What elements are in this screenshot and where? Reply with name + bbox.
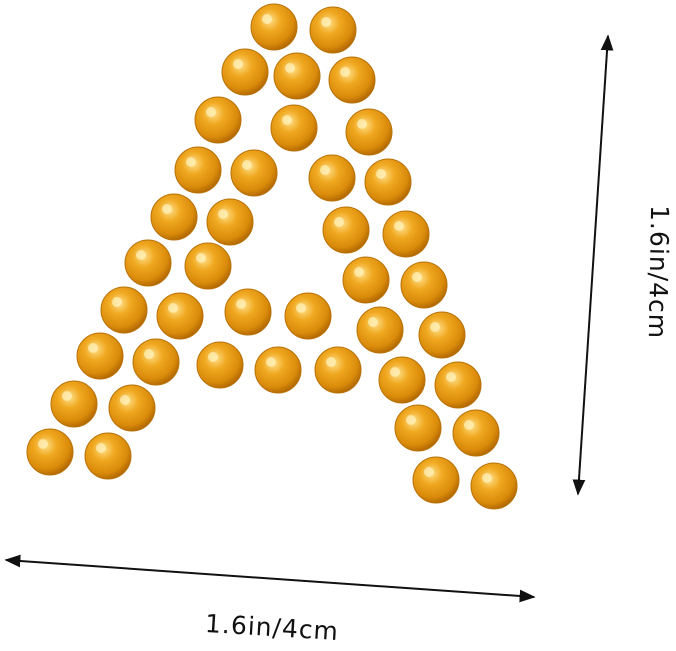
rhinestone xyxy=(196,341,244,389)
rhinestone xyxy=(254,346,302,394)
width-arrow xyxy=(4,554,536,603)
highlight xyxy=(168,303,178,313)
rhinestone xyxy=(342,256,390,304)
rhinestone xyxy=(284,292,332,340)
rhinestone xyxy=(150,193,198,241)
highlight xyxy=(482,473,492,483)
highlight xyxy=(144,349,154,359)
highlight xyxy=(266,357,276,367)
highlight xyxy=(262,14,272,24)
highlight xyxy=(334,217,344,227)
highlight xyxy=(242,160,252,170)
highlight xyxy=(208,352,218,362)
rhinestone xyxy=(434,361,482,409)
highlight xyxy=(136,250,146,260)
rhinestone xyxy=(230,149,278,197)
highlight xyxy=(38,439,48,449)
rhinestone xyxy=(308,154,356,202)
rhinestone xyxy=(84,432,132,480)
rhinestone xyxy=(174,146,222,194)
height-arrow xyxy=(572,34,614,496)
rhinestone xyxy=(356,306,404,354)
highlight xyxy=(196,253,206,263)
highlight xyxy=(424,467,434,477)
highlight xyxy=(412,272,422,282)
highlight xyxy=(326,357,336,367)
highlight xyxy=(120,395,130,405)
highlight xyxy=(88,343,98,353)
highlight xyxy=(206,107,216,117)
rhinestone xyxy=(273,52,321,100)
rhinestone xyxy=(309,6,357,54)
highlight xyxy=(112,297,122,307)
highlight xyxy=(354,267,364,277)
highlight xyxy=(376,169,386,179)
rhinestone xyxy=(364,158,412,206)
highlight xyxy=(430,322,440,332)
highlight xyxy=(233,59,243,69)
rhinestone xyxy=(184,242,232,290)
rhinestone xyxy=(328,56,376,104)
highlight xyxy=(218,209,228,219)
rhinestone xyxy=(76,332,124,380)
rhinestone xyxy=(156,292,204,340)
rhinestone xyxy=(26,428,74,476)
highlight xyxy=(368,317,378,327)
rhinestone xyxy=(394,404,442,452)
rhinestone xyxy=(322,206,370,254)
highlight xyxy=(446,372,456,382)
highlight xyxy=(62,391,72,401)
highlight xyxy=(162,204,172,214)
highlight xyxy=(285,63,295,73)
rhinestone xyxy=(50,380,98,428)
highlight xyxy=(406,415,416,425)
rhinestone xyxy=(345,108,393,156)
rhinestone xyxy=(250,3,298,51)
rhinestone xyxy=(412,456,460,504)
highlight xyxy=(464,420,474,430)
rhinestone xyxy=(100,286,148,334)
highlight xyxy=(296,303,306,313)
rhinestone xyxy=(400,261,448,309)
rhinestone xyxy=(470,462,518,510)
rhinestone xyxy=(314,346,362,394)
highlight xyxy=(320,165,330,175)
rhinestone xyxy=(124,239,172,287)
highlight xyxy=(236,299,246,309)
highlight xyxy=(186,157,196,167)
rhinestone xyxy=(108,384,156,432)
rhinestone xyxy=(378,356,426,404)
rhinestone xyxy=(221,48,269,96)
rhinestone xyxy=(194,96,242,144)
highlight xyxy=(394,221,404,231)
height-label: 1.6in/4cm xyxy=(643,205,674,339)
highlight xyxy=(96,443,106,453)
rhinestone xyxy=(132,338,180,386)
highlight xyxy=(321,17,331,27)
rhinestone xyxy=(224,288,272,336)
rhinestone xyxy=(452,409,500,457)
rhinestone xyxy=(270,104,318,152)
rhinestone xyxy=(206,198,254,246)
width-label: 1.6in/4cm xyxy=(204,609,340,646)
highlight xyxy=(390,367,400,377)
rhinestone-letter xyxy=(26,3,518,510)
highlight xyxy=(357,119,367,129)
highlight xyxy=(282,115,292,125)
rhinestone xyxy=(418,311,466,359)
rhinestone xyxy=(382,210,430,258)
highlight xyxy=(340,67,350,77)
